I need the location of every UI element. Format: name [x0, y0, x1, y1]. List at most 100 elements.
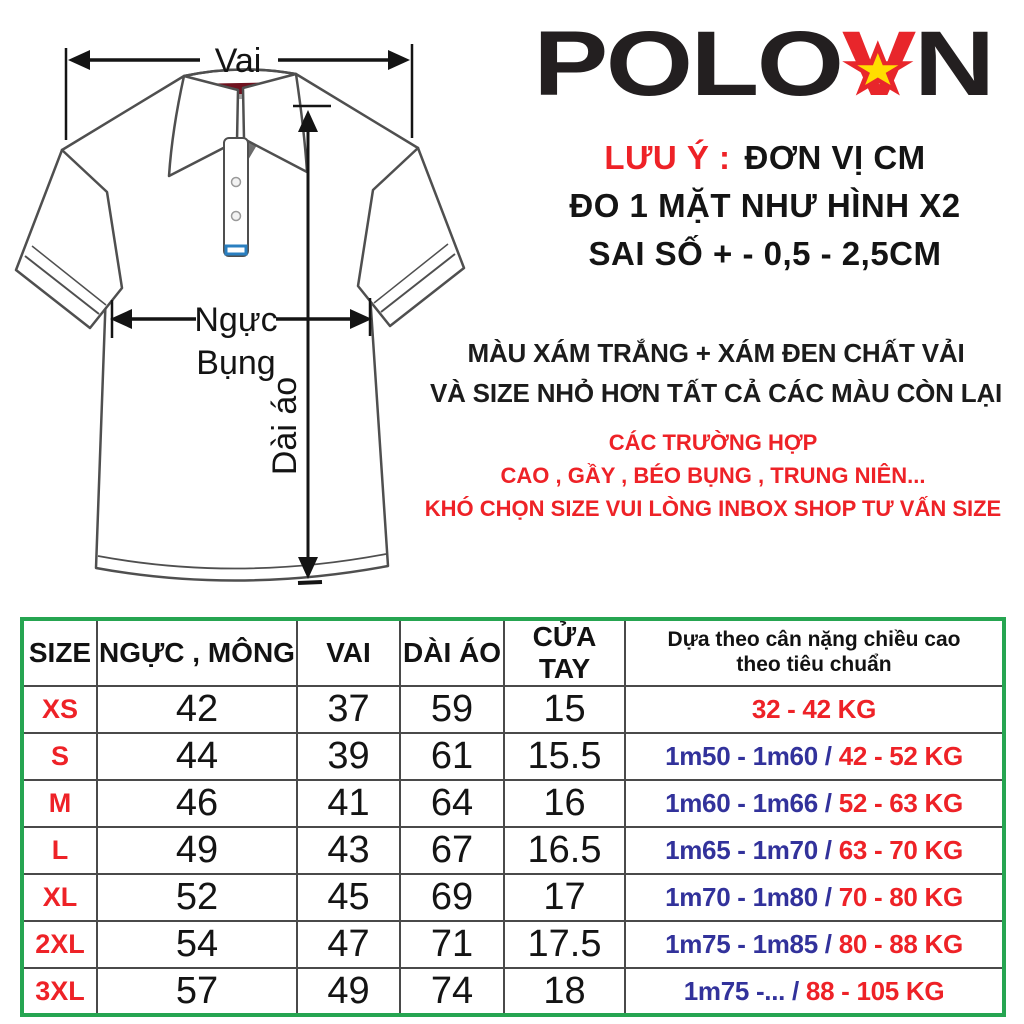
collar-left-flap — [167, 74, 240, 178]
logo-letter-v: V ★ — [841, 12, 917, 117]
height-range: 1m60 - 1m66 / — [665, 788, 832, 818]
advice-line3: KHÓ CHỌN SIZE VUI LÒNG INBOX SHOP TƯ VẤN… — [424, 496, 1002, 521]
button — [230, 210, 242, 222]
length-value: 74 — [399, 967, 505, 1016]
fabric-info-line2: VÀ SIZE NHỎ HƠN TẤT CẢ CÁC MÀU CÒN LẠI — [429, 378, 1003, 408]
note-line-measure: ĐO 1 MẶT NHƯ HÌNH X2 — [569, 187, 961, 224]
table-row: S 44 39 61 15.5 1m50 - 1m60 /42 - 52 KG — [21, 732, 1005, 781]
table-row: XS 42 37 59 15 32 - 42 KG — [21, 685, 1005, 734]
note-line-unit: LƯU Ý : ĐƠN VỊ CM — [515, 134, 1015, 182]
belly-label: Bụng — [196, 344, 275, 382]
shoulder-value: 39 — [296, 732, 401, 781]
fit-range: 1m75 - 1m85 /80 - 88 KG — [624, 920, 1005, 969]
length-value: 61 — [399, 732, 505, 781]
table-header-row: SIZE NGỰC , MÔNG VAI DÀI ÁO CỬA TAY Dựa … — [21, 618, 1005, 687]
header-cuff: CỬA TAY — [503, 618, 626, 687]
weight-range: 80 - 88 KG — [838, 929, 963, 959]
header-fit-standard: Dựa theo cân nặng chiều cao theo tiêu ch… — [624, 618, 1005, 687]
cuff-value: 15 — [503, 685, 626, 734]
chest-hip-value: 46 — [96, 779, 298, 828]
table-row: 3XL 57 49 74 18 1m75 -... /88 - 105 KG — [21, 967, 1005, 1016]
advice-line1: CÁC TRƯỜNG HỢP — [608, 430, 818, 455]
shoulder-arrow — [64, 44, 414, 140]
height-range: 1m65 - 1m70 / — [665, 835, 832, 865]
header-length: DÀI ÁO — [399, 618, 505, 687]
shirt-left-sleeve — [14, 148, 124, 330]
weight-range: 42 - 52 KG — [838, 741, 963, 771]
logo-v-char: V — [841, 12, 917, 115]
weight-range: 63 - 70 KG — [838, 835, 963, 865]
height-range: 1m50 - 1m60 / — [665, 741, 832, 771]
chest-arrow-label: Ngực — [194, 301, 277, 339]
size-label: S — [21, 732, 98, 781]
cuff-value: 16.5 — [503, 826, 626, 875]
cuff-value: 17.5 — [503, 920, 626, 969]
size-label: M — [21, 779, 98, 828]
header-chest-hip: NGỰC , MÔNG — [96, 618, 298, 687]
button — [230, 176, 242, 188]
size-label: XS — [21, 685, 98, 734]
polo-shirt-diagram: Vai Ngực Bụng Dài áo — [14, 42, 466, 585]
length-value: 59 — [399, 685, 505, 734]
chest-hip-value: 54 — [96, 920, 298, 969]
shoulder-value: 37 — [296, 685, 401, 734]
shoulder-value: 49 — [296, 967, 401, 1016]
cuff-value: 18 — [503, 967, 626, 1016]
chest-hip-value: 57 — [96, 967, 298, 1016]
fit-range: 1m70 - 1m80 /70 - 80 KG — [624, 873, 1005, 922]
collar-top-edge — [183, 68, 297, 78]
table-row: L 49 43 67 16.5 1m65 - 1m70 /63 - 70 KG — [21, 826, 1005, 875]
note-luu-y: LƯU Ý : — [604, 139, 731, 176]
length-arrow — [293, 104, 331, 585]
chest-hip-value: 42 — [96, 685, 298, 734]
brand-logo: POLO V ★ N — [458, 12, 1024, 117]
cuff-value: 16 — [503, 779, 626, 828]
table-row: 2XL 54 47 71 17.5 1m75 - 1m85 /80 - 88 KG — [21, 920, 1005, 969]
size-label: XL — [21, 873, 98, 922]
logo-text-n: N — [914, 12, 995, 115]
chest-hip-value: 49 — [96, 826, 298, 875]
right-cuff-line2 — [373, 243, 449, 304]
height-range: 1m75 - 1m85 / — [665, 929, 832, 959]
height-range: 1m70 - 1m80 / — [665, 882, 832, 912]
shoulder-value: 47 — [296, 920, 401, 969]
weight-range: 32 - 42 KG — [751, 694, 877, 724]
shirt-right-sleeve — [356, 146, 466, 328]
placket — [223, 137, 249, 257]
cuff-value: 15.5 — [503, 732, 626, 781]
chest-hip-value: 52 — [96, 873, 298, 922]
chest-hip-value: 44 — [96, 732, 298, 781]
length-value: 64 — [399, 779, 505, 828]
table-row: XL 52 45 69 17 1m70 - 1m80 /70 - 80 KG — [21, 873, 1005, 922]
shoulder-arrow-label: Vai — [215, 42, 262, 80]
fabric-info-line1: MÀU XÁM TRẮNG + XÁM ĐEN CHẤT VẢI — [467, 338, 965, 368]
chest-arrow — [110, 298, 372, 338]
left-cuff-line2 — [31, 245, 107, 306]
header-shoulder: VAI — [296, 618, 401, 687]
header-size: SIZE — [21, 618, 98, 687]
right-cuff-line — [380, 253, 456, 313]
length-arrow-label: Dài áo — [266, 377, 304, 475]
weight-range: 70 - 80 KG — [838, 882, 963, 912]
fabric-info-block: MÀU XÁM TRẮNG + XÁM ĐEN CHẤT VẢI VÀ SIZE… — [408, 333, 1024, 413]
shoulder-value: 45 — [296, 873, 401, 922]
fit-range: 1m65 - 1m70 /63 - 70 KG — [624, 826, 1005, 875]
length-value: 69 — [399, 873, 505, 922]
shoulder-value: 41 — [296, 779, 401, 828]
star-icon: ★ — [843, 33, 913, 107]
weight-range: 88 - 105 KG — [805, 975, 945, 1006]
fit-range: 1m75 -... /88 - 105 KG — [624, 967, 1005, 1016]
length-value: 71 — [399, 920, 505, 969]
advice-info-block: CÁC TRƯỜNG HỢP CAO , GẦY , BÉO BỤNG , TR… — [402, 426, 1024, 525]
fit-range: 1m60 - 1m66 /52 - 63 KG — [624, 779, 1005, 828]
fit-range: 1m50 - 1m60 /42 - 52 KG — [624, 732, 1005, 781]
shirt-hem-stitch — [97, 553, 387, 570]
logo-text-polo: POLO — [533, 12, 844, 115]
fit-range: 32 - 42 KG — [624, 685, 1005, 734]
table-row: M 46 41 64 16 1m60 - 1m66 /52 - 63 KG — [21, 779, 1005, 828]
size-label: 2XL — [21, 920, 98, 969]
notes-block: LƯU Ý : ĐƠN VỊ CM ĐO 1 MẶT NHƯ HÌNH X2 SA… — [515, 134, 1015, 278]
blue-stitch — [224, 244, 248, 256]
collar-right-flap — [241, 72, 309, 174]
